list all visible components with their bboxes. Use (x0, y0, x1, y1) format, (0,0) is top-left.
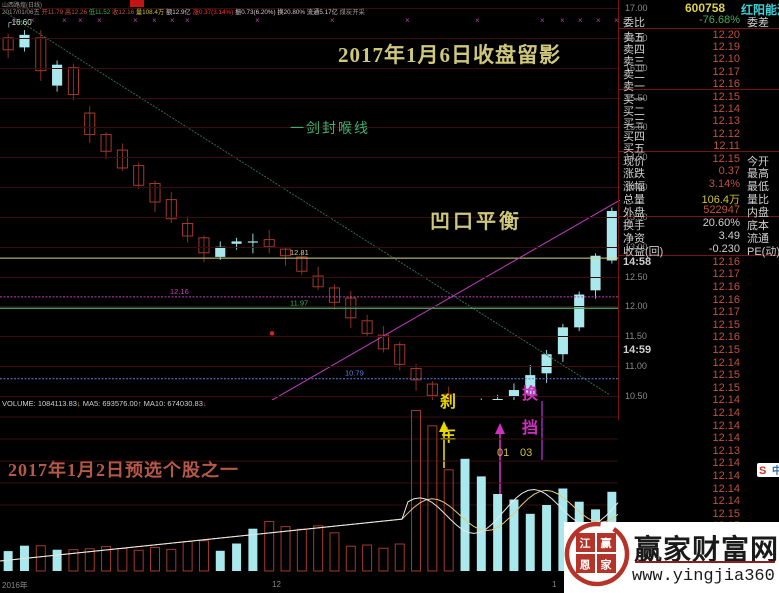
svg-text:中: 中 (772, 464, 779, 477)
svg-text:12.16: 12.16 (170, 287, 189, 296)
svg-text:12.81: 12.81 (290, 248, 309, 257)
svg-text:10.79: 10.79 (345, 369, 364, 378)
svg-text:S: S (759, 465, 766, 477)
svg-text:恩: 恩 (580, 559, 591, 572)
svg-text:赢: 赢 (601, 536, 612, 550)
svg-text:家: 家 (601, 558, 613, 572)
svg-text:江: 江 (580, 536, 591, 550)
